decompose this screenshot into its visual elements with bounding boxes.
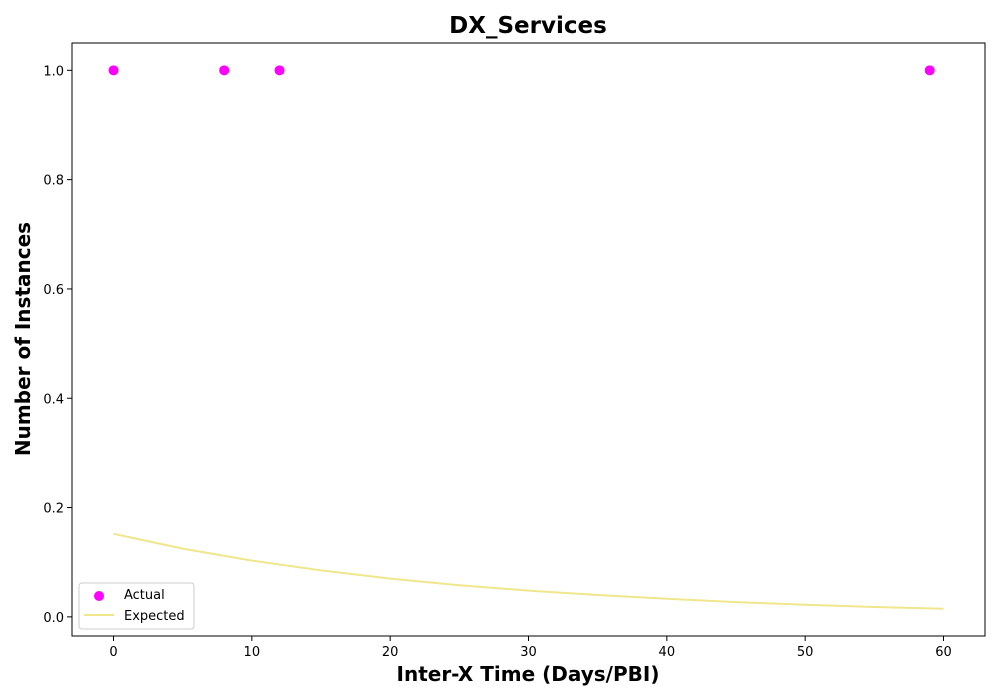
x-axis: 0 10 20 30 40 50 60 — [109, 636, 952, 660]
legend-marker-actual — [94, 591, 104, 601]
y-axis-label: Number of Instances — [11, 222, 35, 456]
legend-label-expected: Expected — [124, 609, 185, 624]
legend: Actual Expected — [78, 582, 195, 630]
legend-box — [78, 582, 195, 630]
x-axis-label: Inter-X Time (Days/PBI) — [397, 662, 660, 686]
x-tick-label: 20 — [382, 645, 399, 660]
x-tick-label: 0 — [109, 645, 117, 660]
actual-point — [274, 65, 285, 76]
y-axis: 0.0 0.2 0.4 0.6 0.8 1.0 — [43, 64, 72, 626]
y-tick-label: 0.2 — [43, 502, 64, 517]
x-tick-label: 30 — [520, 645, 537, 660]
y-tick-label: 0.4 — [43, 392, 64, 407]
plot-area — [71, 42, 986, 637]
y-tick-label: 1.0 — [43, 64, 64, 79]
x-tick-label: 10 — [244, 645, 261, 660]
series-layer — [108, 65, 944, 610]
legend-label-actual: Actual — [124, 588, 165, 603]
x-tick-label: 60 — [935, 645, 952, 660]
actual-point — [108, 65, 119, 76]
expected-line — [113, 532, 944, 610]
actual-point — [219, 65, 230, 76]
y-tick-label: 0.8 — [43, 174, 64, 189]
actual-point — [924, 65, 935, 76]
y-tick-label: 0.6 — [43, 283, 64, 298]
chart-title: DX_Services — [449, 13, 607, 39]
y-tick-label: 0.0 — [43, 611, 64, 626]
x-tick-label: 50 — [797, 645, 814, 660]
x-tick-label: 40 — [659, 645, 676, 660]
